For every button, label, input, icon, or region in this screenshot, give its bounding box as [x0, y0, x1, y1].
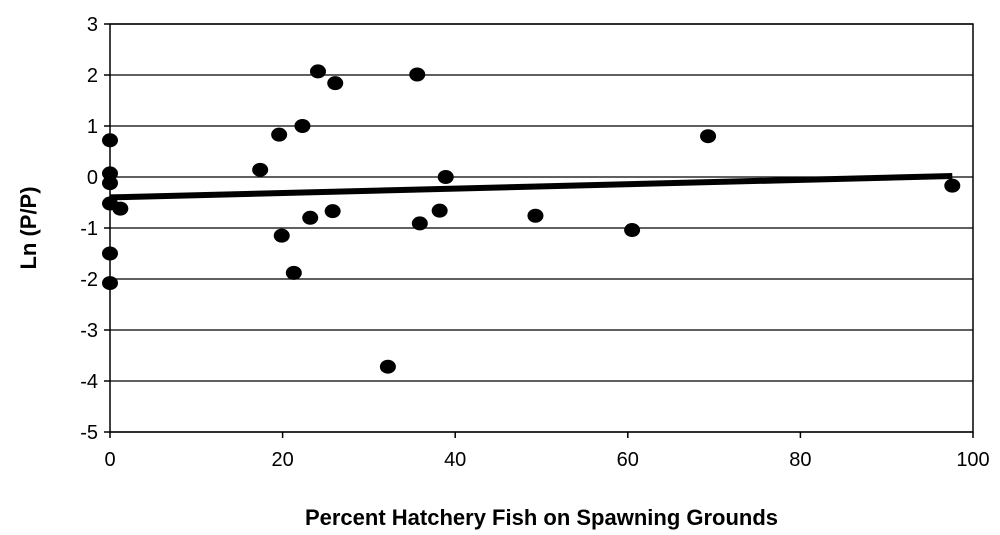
- y-tick-label: -3: [80, 320, 98, 342]
- data-point: [274, 229, 290, 243]
- y-tick-label: -4: [80, 371, 98, 393]
- data-point: [102, 247, 118, 261]
- y-tick-label: 2: [87, 65, 98, 87]
- data-point: [112, 202, 128, 216]
- data-point: [380, 360, 396, 374]
- data-point: [527, 209, 543, 223]
- data-point: [310, 64, 326, 78]
- y-axis-title: Ln (P/P): [16, 186, 41, 269]
- data-point: [286, 266, 302, 280]
- data-point: [327, 76, 343, 90]
- x-axis-title: Percent Hatchery Fish on Spawning Ground…: [305, 505, 778, 530]
- data-point: [944, 179, 960, 193]
- data-point: [700, 129, 716, 143]
- trendline-group: [110, 176, 952, 197]
- trendline: [110, 176, 952, 197]
- data-point: [432, 204, 448, 218]
- y-axis: -5 -4 -3 -2 -1 0 1 2 3: [80, 14, 110, 444]
- y-tick-label: -2: [80, 269, 98, 291]
- x-tick-label: 0: [104, 449, 115, 471]
- y-tick-label: 3: [87, 14, 98, 36]
- y-tick-label: 1: [87, 116, 98, 138]
- data-point: [302, 211, 318, 225]
- x-tick-label: 60: [617, 449, 639, 471]
- data-point: [409, 67, 425, 81]
- data-point: [102, 176, 118, 190]
- data-point: [624, 223, 640, 237]
- data-point: [438, 170, 454, 184]
- x-tick-label: 80: [789, 449, 811, 471]
- data-point: [325, 204, 341, 218]
- data-point: [294, 119, 310, 133]
- data-point: [252, 163, 268, 177]
- x-axis: 0 20 40 60 80 100: [104, 432, 989, 471]
- y-tick-label: 0: [87, 167, 98, 189]
- x-tick-label: 100: [956, 449, 989, 471]
- data-point: [412, 216, 428, 230]
- x-tick-label: 20: [271, 449, 293, 471]
- data-point: [102, 133, 118, 147]
- data-point: [271, 128, 287, 142]
- gridlines: [110, 24, 973, 432]
- data-point: [102, 276, 118, 290]
- data-points: [102, 64, 960, 373]
- x-tick-label: 40: [444, 449, 466, 471]
- y-tick-label: -1: [80, 218, 98, 240]
- y-tick-label: -5: [80, 422, 98, 444]
